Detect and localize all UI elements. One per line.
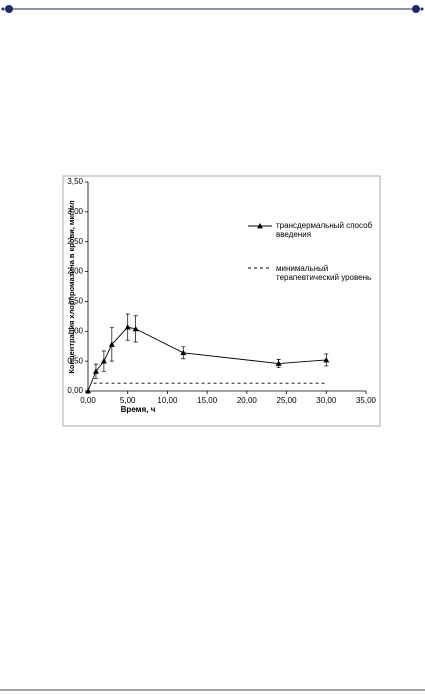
x-tick-label: 10,00: [157, 396, 178, 405]
header-dot: [412, 5, 420, 13]
header-dot: [420, 7, 424, 11]
legend-text: трансдермальный способ введения: [276, 221, 373, 239]
y-tick-label: 1,00: [67, 326, 83, 335]
x-tick-label: 15,00: [197, 396, 218, 405]
header-dot: [1, 7, 5, 11]
data-point: [275, 360, 282, 366]
x-tick-label: 30,00: [316, 396, 337, 405]
y-tick-label: 3,00: [67, 207, 83, 216]
data-point: [132, 325, 139, 332]
y-tick-label: 3,50: [67, 177, 83, 186]
y-tick-label: 2,00: [67, 267, 83, 276]
x-tick-label: 5,00: [120, 396, 136, 405]
y-tick-label: 1,50: [67, 297, 83, 306]
x-axis-label: Время, ч: [121, 405, 156, 414]
x-tick-label: 20,00: [237, 396, 258, 405]
data-point: [180, 349, 187, 356]
x-tick-label: 0,00: [80, 396, 96, 405]
y-tick-label: 0,50: [67, 356, 83, 365]
data-point: [85, 388, 91, 394]
x-tick-label: 35,00: [356, 396, 377, 405]
data-point: [100, 358, 107, 364]
data-point: [92, 368, 99, 374]
y-axis-label: Концентрация хлорпромазина в крови, мкг/…: [67, 200, 76, 374]
header-dot: [5, 5, 13, 13]
data-point: [323, 356, 330, 363]
data-point: [108, 341, 115, 347]
chart-frame: [62, 175, 381, 427]
y-tick-label: 0,00: [67, 386, 83, 395]
series-line: [87, 326, 327, 392]
data-point: [124, 324, 131, 330]
y-tick-label: 2,50: [67, 237, 83, 246]
legend-text: минимальный терапевтический уровень: [276, 264, 372, 282]
x-tick-label: 25,00: [277, 396, 298, 405]
legend-marker: [257, 223, 263, 229]
